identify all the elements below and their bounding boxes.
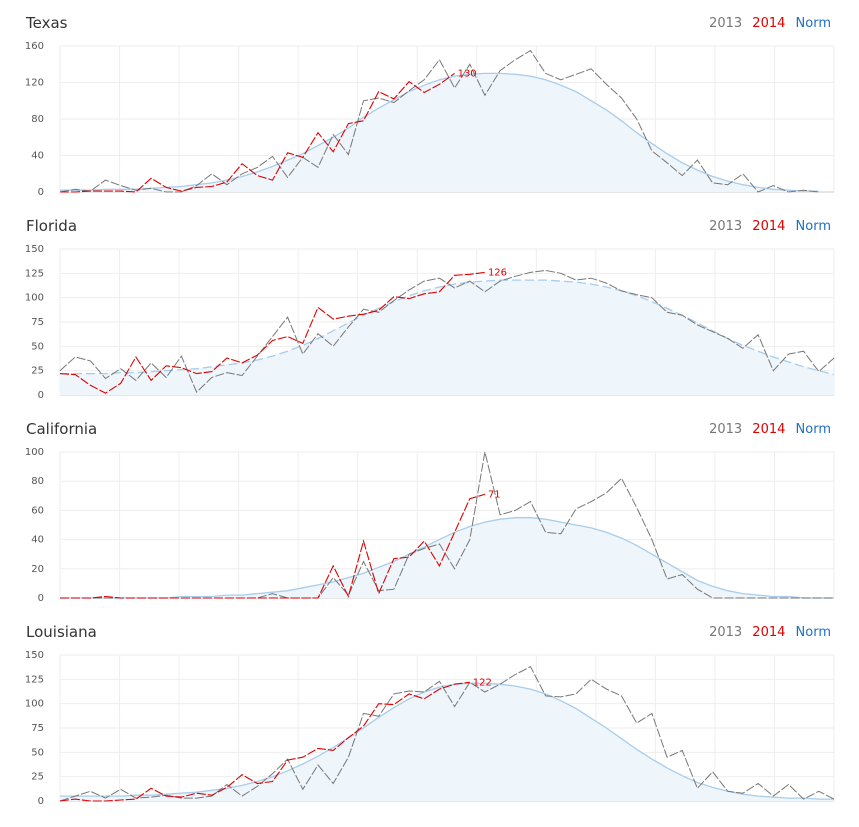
norm-series-line (60, 682, 834, 800)
legend-item-2013[interactable]: 2013 (709, 625, 743, 640)
legend-item-norm[interactable]: Norm (795, 219, 831, 234)
series-2014-line (60, 493, 486, 599)
norm-series-line (60, 72, 819, 192)
y-tick-label: 0 (38, 187, 44, 198)
y-tick-label: 25 (31, 772, 44, 783)
chart-panel-california: California 2013 2014 Norm 0 20 40 60 80 100 71 (0, 406, 859, 609)
chart-title: California (26, 420, 98, 438)
y-tick-label: 25 (31, 366, 44, 377)
y-tick-label: 0 (38, 796, 44, 807)
y-tick-label: 20 (31, 564, 44, 575)
legend-item-2014[interactable]: 2014 (752, 16, 786, 31)
chart-panel-florida: Florida 2013 2014 Norm 0 25 50 75 100 125 150 1… (0, 203, 859, 406)
series-2014-line (59, 681, 470, 802)
y-tick-label: 50 (31, 747, 44, 758)
norm-series-area (60, 280, 834, 395)
legend-item-2013[interactable]: 2013 (709, 219, 743, 234)
chart-legend: 2013 2014 Norm (703, 422, 831, 437)
y-tick-label: 50 (31, 341, 44, 352)
norm-series-area (60, 73, 819, 192)
series-2013-line (59, 269, 835, 393)
series-2014-line (59, 271, 485, 394)
norm-series-line (60, 517, 834, 599)
y-tick-label: 80 (31, 476, 44, 487)
legend-item-2013[interactable]: 2013 (709, 16, 743, 31)
legend-item-2013[interactable]: 2013 (709, 422, 743, 437)
y-tick-label: 80 (31, 114, 44, 125)
latest-value-label: 126 (488, 267, 507, 278)
chart-legend: 2013 2014 Norm (703, 219, 831, 234)
y-tick-label: 150 (25, 650, 44, 661)
chart-title: Texas (26, 14, 68, 32)
line-chart-plot: 0 40 80 120 160 130 (25, 41, 835, 198)
chart-panel-louisiana: Louisiana 2013 2014 Norm 0 25 50 75 100 125 15… (0, 609, 859, 812)
y-tick-label: 120 (25, 78, 44, 89)
legend-item-2014[interactable]: 2014 (752, 625, 786, 640)
y-tick-label: 160 (25, 41, 44, 52)
chart-panel-texas: Texas 2013 2014 Norm 0 40 80 120 160 130 (0, 0, 859, 203)
legend-item-norm[interactable]: Norm (795, 422, 831, 437)
y-tick-label: 0 (38, 390, 44, 401)
y-tick-label: 40 (31, 151, 44, 162)
latest-value-label: 130 (458, 68, 477, 79)
y-tick-label: 150 (25, 244, 44, 255)
y-tick-label: 40 (31, 535, 44, 546)
y-tick-label: 0 (38, 593, 44, 604)
y-tick-label: 60 (31, 505, 44, 516)
y-tick-label: 100 (25, 447, 44, 458)
y-tick-label: 100 (25, 293, 44, 304)
y-tick-label: 125 (25, 674, 44, 685)
chart-legend: 2013 2014 Norm (703, 625, 831, 640)
chart-legend: 2013 2014 Norm (703, 16, 831, 31)
norm-series-area (60, 683, 834, 801)
latest-value-label: 71 (488, 489, 501, 500)
legend-item-2014[interactable]: 2014 (752, 422, 786, 437)
chart-title: Louisiana (26, 623, 97, 641)
legend-item-norm[interactable]: Norm (795, 625, 831, 640)
chart-title: Florida (26, 217, 78, 235)
y-tick-label: 125 (25, 268, 44, 279)
line-chart-plot: 0 25 50 75 100 125 150 126 (25, 244, 835, 401)
y-tick-label: 100 (25, 699, 44, 710)
line-chart-plot: 0 25 50 75 100 125 150 122 (25, 650, 835, 807)
legend-item-2014[interactable]: 2014 (752, 219, 786, 234)
y-tick-label: 75 (31, 723, 44, 734)
legend-item-norm[interactable]: Norm (795, 16, 831, 31)
line-chart-plot: 0 20 40 60 80 100 71 (25, 447, 835, 604)
norm-series-area (60, 517, 834, 598)
y-tick-label: 75 (31, 317, 44, 328)
series-2013-line (59, 666, 835, 802)
latest-value-label: 122 (473, 677, 492, 688)
norm-series-line (60, 279, 835, 376)
